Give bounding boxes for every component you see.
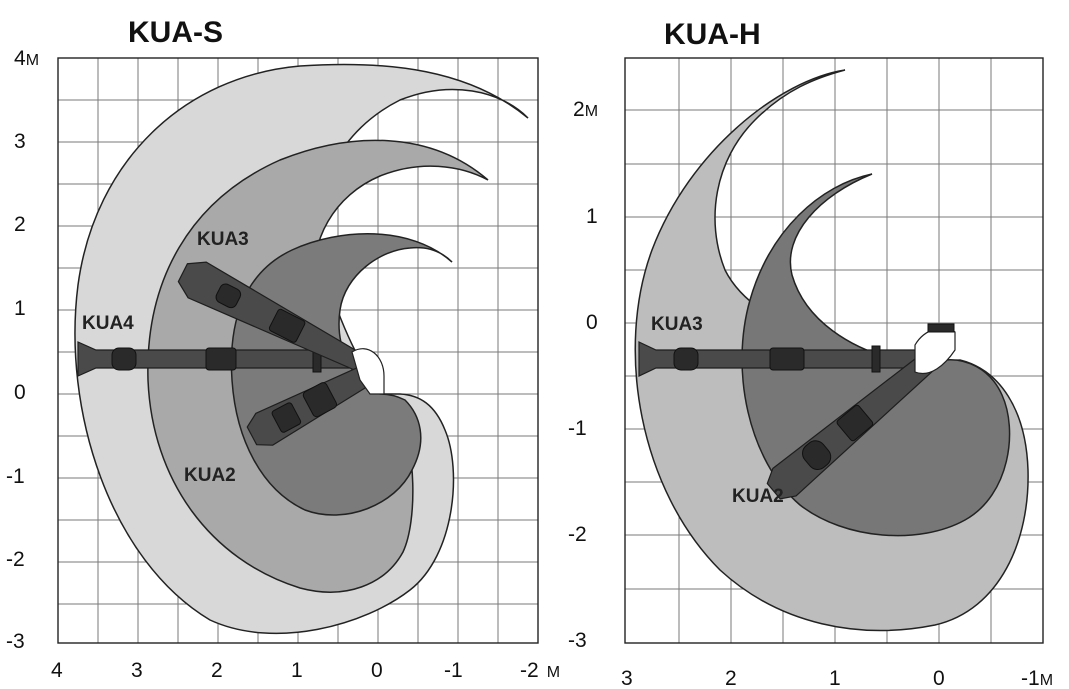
- kua3-arm: [177, 261, 375, 376]
- y-tick-label: -3: [568, 629, 587, 652]
- x-tick-label: 2: [211, 659, 223, 682]
- kua3-h-joint: [673, 347, 699, 371]
- kua2-h-joint: [836, 404, 874, 442]
- kua-h-pivot-cap: [927, 323, 955, 333]
- kua3-h-joint: [769, 347, 805, 371]
- right-plot-frame: [624, 57, 1044, 644]
- x-tick-label: 3: [621, 667, 633, 689]
- y-tick-label: 3: [14, 130, 26, 153]
- right-panel-title: KUA-H: [664, 18, 761, 51]
- x-tick-label: 1: [829, 667, 841, 689]
- right-y-axis: 2M 1 0 -1 -2 -3: [568, 98, 598, 652]
- left-plot-frame: [57, 57, 539, 644]
- x-tick-label: 3: [131, 659, 143, 682]
- kua4-joint: [205, 347, 237, 371]
- kua3-joint: [215, 283, 242, 309]
- x-tick-label: 1: [291, 659, 303, 682]
- kua4-joint: [111, 347, 137, 371]
- kua2-joint: [271, 402, 302, 433]
- y-tick-label: 4M: [14, 47, 39, 70]
- x-tick-label: 0: [933, 667, 945, 689]
- right-x-axis: 3 2 1 0 -1M: [621, 667, 1053, 689]
- y-tick-label: -3: [6, 630, 25, 653]
- y-tick-label: -1: [568, 417, 587, 440]
- kua3-h-joint: [871, 345, 881, 373]
- kua2-h-arm: [766, 351, 938, 500]
- left-x-axis: 4 3 2 1 0 -1 -2 M: [51, 659, 560, 682]
- y-tick-label: -2: [6, 548, 25, 571]
- left-panel-title: KUA-S: [128, 16, 223, 49]
- x-tick-label: 0: [371, 659, 383, 682]
- kua4-arm: [77, 341, 356, 377]
- kua2-arm: [246, 362, 378, 446]
- x-tick-label: -2 M: [520, 659, 560, 682]
- kua3-h-label: KUA3: [651, 314, 703, 335]
- x-tick-label: 2: [725, 667, 737, 689]
- right-panel: KUA-H KUA3: [568, 18, 1053, 689]
- kua2-h-label: KUA2: [732, 486, 784, 507]
- y-tick-label: 1: [14, 297, 26, 320]
- y-tick-label: 0: [586, 311, 598, 334]
- x-tick-label: 4: [51, 659, 63, 682]
- left-y-axis: 4M 3 2 1 0 -1 -2 -3: [6, 47, 39, 653]
- y-tick-label: -1: [6, 465, 25, 488]
- x-tick-label: -1M: [1021, 667, 1053, 689]
- kua2-joint: [302, 382, 338, 418]
- kua-s-pivot: [351, 348, 385, 395]
- x-tick-label: -1: [444, 659, 463, 682]
- y-tick-label: 2: [14, 213, 26, 236]
- left-panel: KUA-S: [6, 16, 560, 682]
- kua3-label: KUA3: [197, 229, 249, 250]
- y-tick-label: 2M: [573, 98, 598, 121]
- y-tick-label: -2: [568, 523, 587, 546]
- kua2-h-joint: [802, 440, 832, 470]
- kua3-joint: [268, 308, 306, 343]
- kua4-label: KUA4: [82, 313, 134, 334]
- kua2-label: KUA2: [184, 465, 236, 486]
- y-tick-label: 1: [586, 205, 598, 228]
- y-tick-label: 0: [14, 381, 26, 404]
